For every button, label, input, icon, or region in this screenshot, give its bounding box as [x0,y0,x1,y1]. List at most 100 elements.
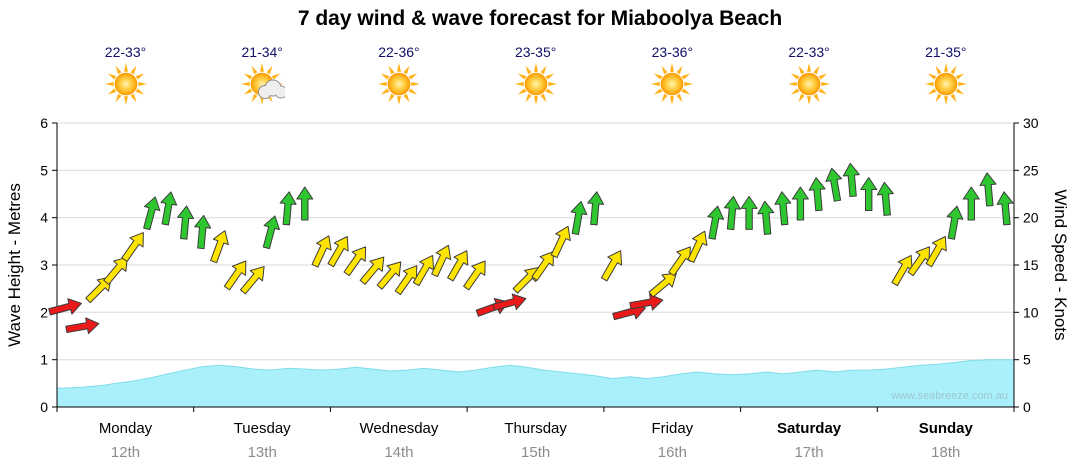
wind-arrow [296,186,314,221]
day-header-thursday: 23-35° [467,44,604,112]
svg-text:0: 0 [40,399,48,415]
day-label-thursday: Thursday [504,420,567,437]
day-header-saturday: 22-33° [741,44,878,112]
svg-text:6: 6 [40,115,48,131]
svg-text:3: 3 [40,257,48,273]
wind-arrow [791,186,809,221]
wind-arrow [412,254,435,287]
wind-arrow [531,250,554,281]
day-label-saturday: Saturday [776,420,842,437]
wind-arrow [774,191,792,226]
left-axis-tick-labels: 0 1 2 3 4 5 6 [40,115,48,415]
wind-arrow [210,230,229,264]
temperature-range: 23-36° [651,44,694,60]
day-date-thursday: 15th [521,444,551,461]
svg-text:2: 2 [40,304,48,320]
sunny-icon [377,63,420,105]
sunny-icon [651,63,694,105]
day-date-friday: 16th [657,444,687,461]
day-headers: 22-33° 21-34° 22-36° 23-35° 23-36° 22-33° 21-3… [0,44,1080,122]
sunny-icon [104,63,147,105]
day-header-wednesday: 22-36° [330,44,467,112]
svg-text:5: 5 [1023,352,1031,368]
wind-arrow [996,191,1014,226]
wind-arrow [587,191,605,226]
wind-arrow [311,235,332,268]
wind-arrow [629,293,664,311]
wind-arrow [121,232,144,262]
wind-arrow [687,230,708,263]
day-header-friday: 23-36° [604,44,741,112]
gridlines [57,122,1014,361]
wave-height-area [56,359,1015,408]
svg-text:10: 10 [1023,304,1039,320]
wind-arrow [860,177,878,211]
wind-arrow [925,236,947,268]
day-date-sunday: 18th [931,444,961,461]
wind-arrow [740,195,758,230]
wind-arrow [808,177,826,212]
temperature-range: 21-34° [241,44,283,60]
svg-text:4: 4 [40,210,48,226]
wind-arrow [723,195,741,231]
svg-text:5: 5 [40,162,48,178]
axes [52,122,1019,412]
wind-arrow [239,266,265,295]
day-date-saturday: 17th [794,444,824,461]
temperature-range: 22-33° [788,44,830,60]
svg-text:25: 25 [1023,162,1039,178]
temperature-range: 22-33° [104,44,147,60]
temperature-range: 23-35° [514,44,557,60]
wind-arrow [177,205,195,240]
wind-arrow [431,244,452,278]
wind-arrow [279,191,297,226]
partly-cloudy-icon [241,63,288,105]
wind-arrow [160,191,178,226]
wind-arrow [842,162,860,198]
right-axis-title: Wind Speed - Knots [1051,189,1070,341]
wind-arrow [757,200,775,235]
day-header-sunday: 21-35° [877,44,1014,112]
wind-arrow [376,261,402,290]
day-date-tuesday: 13th [247,444,277,461]
day-date-wednesday: 14th [384,444,414,461]
wind-arrow [463,260,486,291]
wind-arrow [85,276,112,304]
page-title: 7 day wind & wave forecast for Miaboolya… [297,7,783,30]
wind-arrow [194,214,212,250]
right-axis-tick-labels: 0 5 10 15 20 25 30 [1023,115,1039,415]
wind-arrow [876,181,894,216]
svg-text:0: 0 [1023,399,1031,415]
wind-arrow [447,250,469,282]
wind-arrow [707,205,725,240]
wind-arrow [962,186,980,221]
wind-arrow [262,215,280,250]
day-header-tuesday: 21-34° [194,44,331,112]
day-label-monday: Monday [98,420,153,437]
wind-arrows [48,162,1014,335]
wind-arrow [550,225,571,259]
day-label-sunday: Sunday [918,420,973,437]
wind-arrow [48,298,82,316]
wind-arrow [343,246,367,277]
svg-text:1: 1 [40,352,48,368]
wind-arrow [648,272,677,298]
wind-arrow [359,256,385,285]
wind-arrow [600,250,623,282]
wind-arrow [143,196,161,231]
wind-arrow [979,172,997,207]
day-label-friday: Friday [651,420,694,437]
svg-text:15: 15 [1023,257,1039,273]
wind-arrow [223,260,247,291]
left-axis-title: Wave Height - Metres [5,183,24,347]
day-label-wednesday: Wednesday [359,420,439,437]
sunny-icon [924,63,967,105]
temperature-range: 21-35° [925,44,967,60]
wind-arrow [570,200,588,236]
svg-text:20: 20 [1023,210,1039,226]
wind-arrow [946,205,964,240]
sunny-icon [514,63,557,105]
wind-arrow [103,256,128,285]
